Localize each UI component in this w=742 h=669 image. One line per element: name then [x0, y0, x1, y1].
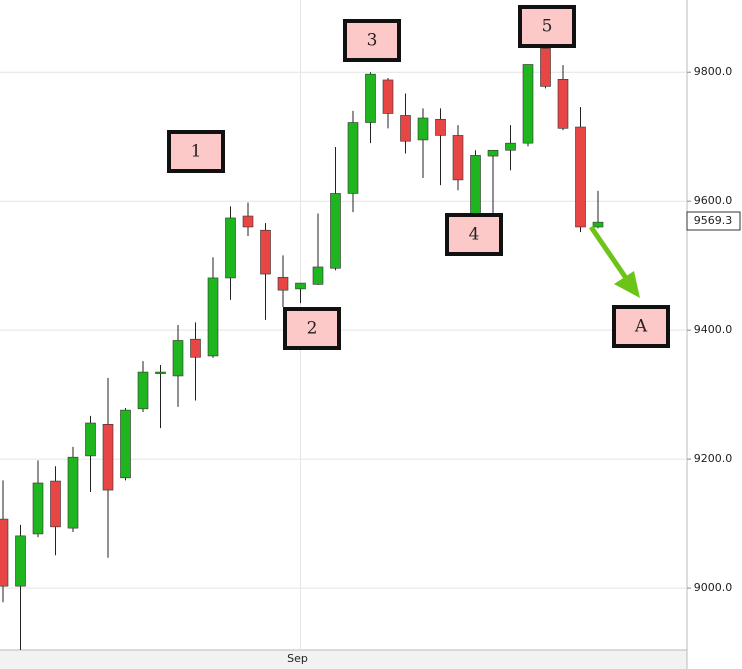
candle-body [32, 482, 44, 535]
candle-body [277, 276, 289, 291]
annotation: 3 [343, 19, 401, 62]
arrow [588, 225, 640, 298]
candle-body [312, 266, 324, 285]
candle-body [155, 371, 166, 374]
candle-body [540, 48, 551, 87]
y-tick-label: 9600.0 [694, 194, 733, 207]
candle-body [452, 135, 464, 181]
annotation: A [612, 305, 670, 348]
candle-body [347, 122, 359, 194]
annotations: 1 2 3 4 5 A [167, 5, 670, 350]
candle-body [505, 142, 516, 151]
annotation-label: 4 [469, 225, 480, 245]
y-tick-label: 9800.0 [694, 65, 733, 78]
candle-body [382, 79, 394, 114]
candle-body [190, 338, 201, 358]
annotation-label: 1 [191, 142, 202, 162]
candle-body [295, 282, 306, 290]
candle-body [242, 215, 254, 228]
candle-body [225, 217, 236, 279]
annotation-label: 2 [307, 319, 318, 339]
y-tick-label: 9000.0 [694, 581, 733, 594]
candle-body [85, 422, 96, 457]
candle-body [417, 117, 429, 141]
annotation-label: A [634, 317, 648, 337]
x-axis-strip [0, 650, 687, 669]
annotation: 5 [518, 5, 576, 48]
annotation-label: 3 [367, 31, 378, 51]
candle-body [470, 155, 481, 214]
y-tick-label: 9400.0 [694, 323, 733, 336]
candle-body [557, 79, 569, 129]
last-price-box [686, 211, 741, 231]
candle-body [0, 518, 9, 587]
candle-body [435, 118, 446, 136]
candle-body [102, 424, 114, 491]
candle-body [67, 456, 79, 529]
y-tick-label: 9200.0 [694, 452, 733, 465]
annotation-label: 5 [542, 17, 553, 37]
candle-body [592, 221, 604, 228]
candles [0, 39, 604, 650]
candle-body [50, 480, 61, 528]
x-tick-label: Sep [287, 652, 308, 665]
candle-body [487, 149, 499, 157]
candle-body [137, 371, 149, 410]
last-price: 9569.3 [694, 214, 733, 227]
candle-body [260, 229, 271, 275]
candle-body [365, 73, 376, 123]
annotation: 2 [283, 307, 341, 350]
candle-body [15, 535, 26, 587]
candle-body [120, 409, 131, 479]
candle-body [207, 277, 219, 357]
annotation: 4 [445, 213, 503, 256]
candle-body [172, 340, 184, 377]
candle-body [330, 193, 341, 269]
candle-body [575, 126, 586, 228]
candle-body [522, 64, 534, 144]
candle-body [400, 115, 411, 142]
annotation: 1 [167, 130, 225, 173]
